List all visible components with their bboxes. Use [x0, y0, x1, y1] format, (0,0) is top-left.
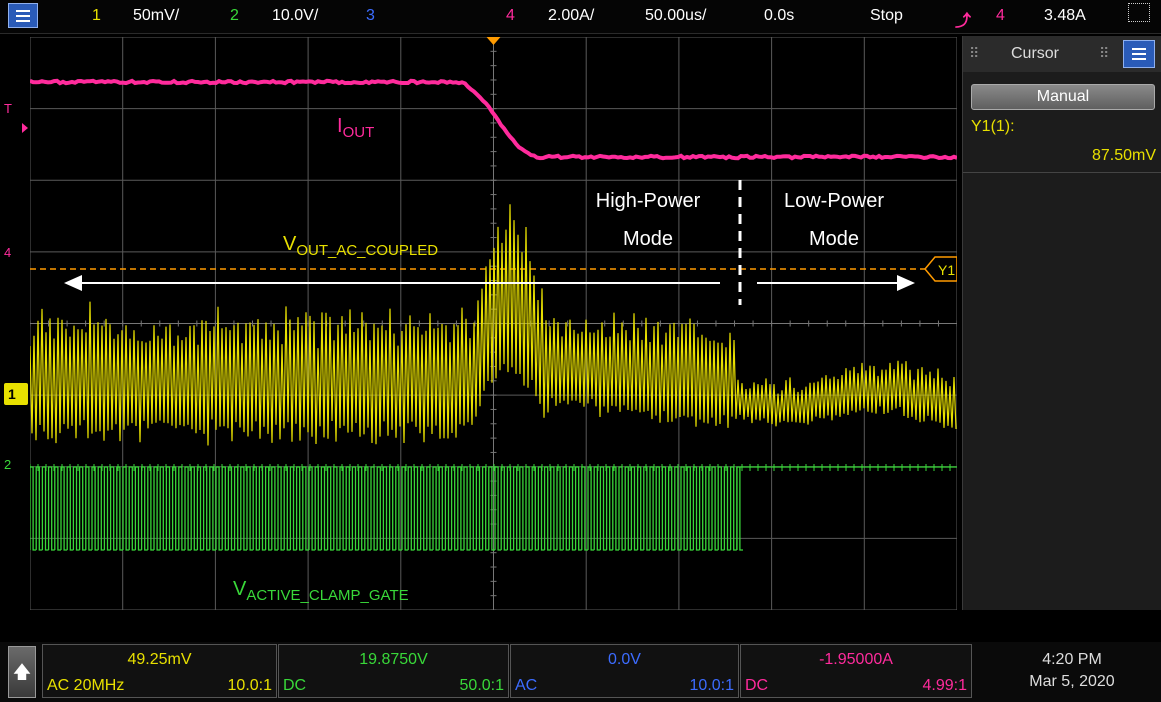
trigger-marker-label: T: [4, 101, 12, 116]
ch1-info-box[interactable]: 49.25mV AC 20MHz 10.0:1: [42, 644, 277, 698]
drag-grip-icon[interactable]: ⠿: [969, 45, 980, 61]
vout-trace: [29, 204, 957, 446]
ch3-number[interactable]: 3: [366, 7, 375, 24]
iout-trace: [29, 78, 958, 161]
main-menu-button[interactable]: [8, 3, 38, 28]
y1-cursor-value: 87.50mV: [1091, 147, 1156, 164]
cursor-panel-header: ⠿ Cursor ⠿: [963, 36, 1161, 72]
run-state[interactable]: Stop: [870, 7, 903, 24]
waveform-svg: IOUT VOUT_AC_COUPLED VACTIVE_CLAMP_GATE Hig…: [29, 36, 958, 611]
ch1-coupling: AC 20MHz: [47, 677, 125, 694]
horizontal-delay[interactable]: 0.0s: [764, 7, 795, 24]
ch4-scale[interactable]: 2.00A/: [548, 7, 595, 24]
annotation-labels: IOUT VOUT_AC_COUPLED VACTIVE_CLAMP_GATE Hig…: [64, 115, 955, 604]
ch4-marker[interactable]: 4: [4, 245, 11, 260]
clock: 4:20 PM Mar 5, 2020: [1002, 649, 1142, 693]
ch4-value: -1.95000A: [819, 651, 893, 668]
trigger-edge-icon: ⤴: [955, 13, 972, 30]
screen-select-icon[interactable]: [1128, 3, 1150, 22]
traces: [29, 78, 958, 551]
ch2-number[interactable]: 2: [230, 7, 239, 24]
trigger-level[interactable]: 3.48A: [1044, 7, 1086, 24]
timebase-scale[interactable]: 50.00us/: [645, 7, 707, 24]
waveform-display[interactable]: IOUT VOUT_AC_COUPLED VACTIVE_CLAMP_GATE Hig…: [29, 36, 958, 611]
trigger-position-marker: [486, 37, 501, 45]
ch1-value: 49.25mV: [127, 651, 192, 668]
low-power-mode-label: Mode: [809, 228, 859, 250]
y1-cursor-label: Y1(1):: [971, 118, 1015, 135]
channel-info-bar: 🡅 49.25mV AC 20MHz 10.0:1 19.8750V DC 50…: [0, 642, 1161, 702]
cursor-panel-title: Cursor: [1011, 45, 1060, 62]
ch2-coupling: DC: [283, 677, 307, 694]
trigger-channel[interactable]: 4: [996, 7, 1005, 24]
left-arrow-head: [64, 275, 82, 291]
ch3-value: 0.0V: [608, 651, 641, 668]
ch3-info-box[interactable]: 0.0V AC 10.0:1: [510, 644, 739, 698]
cursor-panel: ⠿ Cursor ⠿ Manual Y1(1): 87.50mV: [962, 36, 1161, 610]
ch2-marker[interactable]: 2: [4, 457, 11, 472]
ch1-probe: 10.0:1: [227, 677, 272, 694]
panel-menu-button[interactable]: [1123, 40, 1155, 68]
ch4-info-box[interactable]: -1.95000A DC 4.99:1: [740, 644, 972, 698]
drag-grip-icon[interactable]: ⠿: [1099, 45, 1110, 61]
ch3-probe: 10.0:1: [689, 677, 734, 694]
ch4-probe: 4.99:1: [922, 677, 967, 694]
ch1-marker: 1: [8, 386, 16, 402]
cursor-mode-button[interactable]: Manual: [971, 84, 1155, 110]
top-status-bar: 1 50mV/ 2 10.0V/ 3 4 2.00A/ 50.00us/ 0.0…: [0, 0, 1161, 34]
clock-date: Mar 5, 2020: [1029, 673, 1115, 690]
ch2-probe: 50.0:1: [459, 677, 504, 694]
ch1-scale[interactable]: 50mV/: [133, 7, 180, 24]
right-arrow-head: [897, 275, 915, 291]
ch4-coupling: DC: [745, 677, 769, 694]
panel-divider: [963, 172, 1161, 173]
channel-markers: T 4 1 2: [4, 101, 28, 472]
iout-label: IOUT: [337, 115, 374, 141]
vout-label: VOUT_AC_COUPLED: [283, 233, 438, 259]
ch1-ground-marker[interactable]: [4, 383, 28, 405]
expand-up-button[interactable]: 🡅: [8, 646, 36, 698]
ch3-coupling: AC: [515, 677, 538, 694]
vgate-label: VACTIVE_CLAMP_GATE: [233, 578, 409, 604]
ch2-value: 19.8750V: [359, 651, 428, 668]
ch1-number[interactable]: 1: [92, 7, 101, 24]
high-power-label: High-Power: [596, 190, 701, 212]
y1-tag-label: Y1: [938, 262, 955, 278]
clock-time: 4:20 PM: [1042, 651, 1102, 668]
ch2-info-box[interactable]: 19.8750V DC 50.0:1: [278, 644, 509, 698]
ch2-scale[interactable]: 10.0V/: [272, 7, 319, 24]
trigger-level-arrow[interactable]: [22, 123, 28, 133]
ch4-number[interactable]: 4: [506, 7, 515, 24]
high-power-mode-label: Mode: [623, 228, 673, 250]
low-power-label: Low-Power: [784, 190, 884, 212]
